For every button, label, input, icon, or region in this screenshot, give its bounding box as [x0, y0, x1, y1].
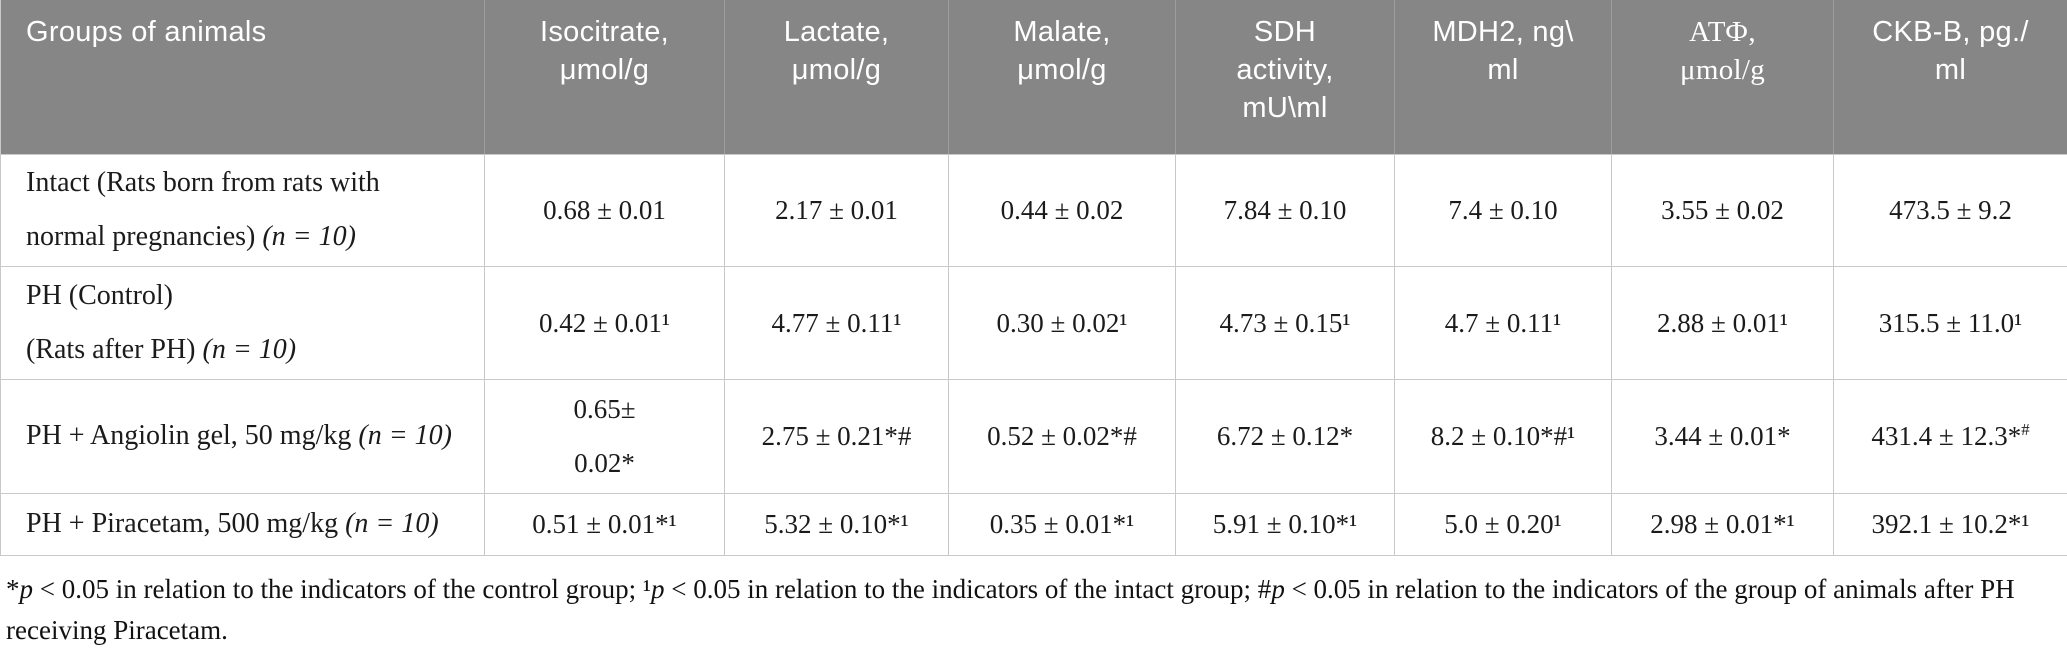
- data-cell-malate: 0.44 ± 0.02: [949, 154, 1176, 266]
- data-cell-ckbb: 431.4 ± 12.3*#: [1834, 379, 2067, 493]
- data-cell-lactate: 5.32 ± 0.10*¹: [725, 493, 949, 555]
- table-row: PH + Piracetam, 500 mg/kg (n = 10)0.51 ±…: [1, 493, 2067, 555]
- data-cell-atf: 3.55 ± 0.02: [1612, 154, 1834, 266]
- data-cell-malate: 0.35 ± 0.01*¹: [949, 493, 1176, 555]
- header-cell-malate: Malate, μmol/g: [949, 0, 1176, 154]
- data-cell-ckbb: 315.5 ± 11.0¹: [1834, 266, 2067, 379]
- data-cell-sdh: 7.84 ± 0.10: [1176, 154, 1395, 266]
- data-cell-ckbb: 473.5 ± 9.2: [1834, 154, 2067, 266]
- data-cell-lactate: 2.17 ± 0.01: [725, 154, 949, 266]
- data-cell-malate: 0.52 ± 0.02*#: [949, 379, 1176, 493]
- row-label-n: (n = 10): [262, 221, 356, 252]
- header-cell-groups: Groups of animals: [1, 0, 485, 154]
- data-cell-isocitrate: 0.68 ± 0.01: [485, 154, 725, 266]
- data-cell-lactate: 2.75 ± 0.21*#: [725, 379, 949, 493]
- data-cell-sdh: 6.72 ± 0.12*: [1176, 379, 1395, 493]
- row-label: PH (Control) (Rats after PH) (n = 10): [1, 266, 485, 379]
- data-cell-isocitrate: 0.42 ± 0.01¹: [485, 266, 725, 379]
- header-cell-mdh2: MDH2, ng\ ml: [1395, 0, 1612, 154]
- data-cell-mdh2: 8.2 ± 0.10*#¹: [1395, 379, 1612, 493]
- header-cell-sdh: SDH activity, mU\ml: [1176, 0, 1395, 154]
- table-row: Intact (Rats born from rats with normal …: [1, 154, 2067, 266]
- header-cell-isocitrate: Isocitrate, μmol/g: [485, 0, 725, 154]
- table-row: PH + Angiolin gel, 50 mg/kg (n = 10)0.65…: [1, 379, 2067, 493]
- data-cell-atf: 3.44 ± 0.01*: [1612, 379, 1834, 493]
- data-cell-mdh2: 4.7 ± 0.11¹: [1395, 266, 1612, 379]
- row-label: PH + Angiolin gel, 50 mg/kg (n = 10): [1, 379, 485, 493]
- data-cell-isocitrate: 0.65± 0.02*: [485, 379, 725, 493]
- data-cell-sdh: 5.91 ± 0.10*¹: [1176, 493, 1395, 555]
- header-cell-ckbb: CKB-B, pg./ ml: [1834, 0, 2067, 154]
- data-cell-isocitrate: 0.51 ± 0.01*¹: [485, 493, 725, 555]
- table-row: PH (Control) (Rats after PH) (n = 10)0.4…: [1, 266, 2067, 379]
- data-cell-mdh2: 7.4 ± 0.10: [1395, 154, 1612, 266]
- row-label-n: (n = 10): [345, 508, 439, 539]
- row-label-n: (n = 10): [358, 420, 452, 451]
- row-label: Intact (Rats born from rats with normal …: [1, 154, 485, 266]
- header-cell-atf: АТФ, μmol/g: [1612, 0, 1834, 154]
- header-cell-lactate: Lactate, μmol/g: [725, 0, 949, 154]
- data-cell-atf: 2.98 ± 0.01*¹: [1612, 493, 1834, 555]
- table-footnote: *p < 0.05 in relation to the indicators …: [0, 556, 2067, 651]
- data-cell-sdh: 4.73 ± 0.15¹: [1176, 266, 1395, 379]
- data-cell-malate: 0.30 ± 0.02¹: [949, 266, 1176, 379]
- data-cell-mdh2: 5.0 ± 0.20¹: [1395, 493, 1612, 555]
- row-label-n: (n = 10): [203, 334, 297, 365]
- data-cell-atf: 2.88 ± 0.01¹: [1612, 266, 1834, 379]
- data-cell-lactate: 4.77 ± 0.11¹: [725, 266, 949, 379]
- row-label: PH + Piracetam, 500 mg/kg (n = 10): [1, 493, 485, 555]
- data-cell-ckbb: 392.1 ± 10.2*¹: [1834, 493, 2067, 555]
